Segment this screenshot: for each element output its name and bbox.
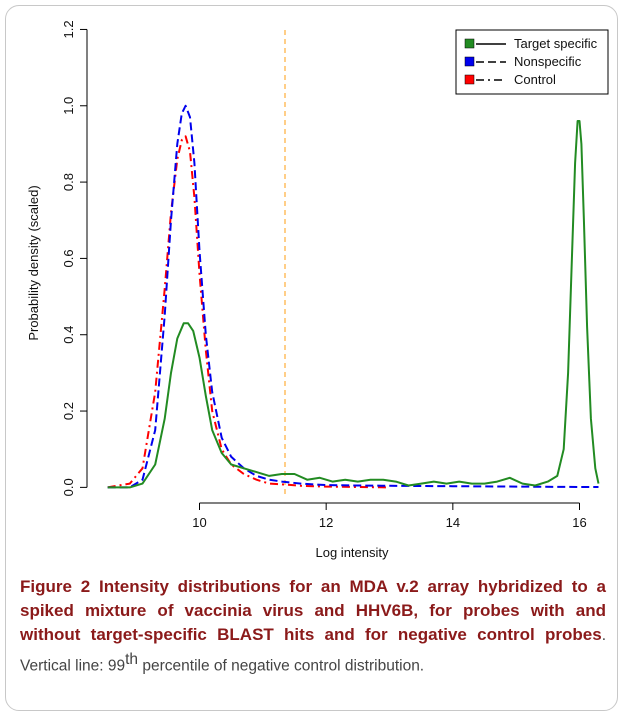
- x-tick-label: 16: [572, 515, 586, 530]
- series-line-control: [107, 135, 390, 489]
- series-line-nonspecific: [107, 104, 599, 489]
- y-axis-label: Probability density (scaled): [26, 185, 41, 340]
- y-tick-label: 1.0: [61, 97, 76, 115]
- x-axis-label: Log intensity: [316, 545, 389, 560]
- x-tick-label: 12: [319, 515, 333, 530]
- figure-note-before-sup: . Vertical line: 99: [20, 627, 606, 675]
- legend-swatch: [464, 56, 475, 67]
- density-chart: 10 12 14 16 0.0 0.2 0.4 0.6 0.8 1.0 1.2 Target spe…: [26, 20, 609, 560]
- y-tick-label: 0.0: [61, 478, 76, 496]
- figure-caption: Figure 2 Intensity distributions for an …: [20, 575, 606, 679]
- chart-series: [107, 104, 600, 489]
- x-tick-label: 14: [446, 515, 460, 530]
- legend-label: Nonspecific: [514, 54, 582, 69]
- figure-title: Intensity distributions for an MDA v.2 a…: [20, 577, 606, 644]
- y-tick-label: 1.2: [61, 20, 76, 38]
- legend-label: Target specific: [514, 36, 598, 51]
- legend-swatch: [464, 74, 475, 85]
- y-tick-label: 0.2: [61, 402, 76, 420]
- y-tick-label: 0.8: [61, 173, 76, 191]
- chart-legend: Target specific Nonspecific Control: [455, 29, 609, 95]
- chart-axes: 10 12 14 16 0.0 0.2 0.4 0.6 0.8 1.0 1.2: [61, 20, 587, 530]
- figure-frame: [5, 5, 618, 711]
- figure-note-sup: th: [125, 651, 139, 668]
- legend-label: Control: [514, 72, 556, 87]
- x-tick-label: 10: [192, 515, 206, 530]
- series-line-target-specific: [107, 120, 600, 489]
- figure-note-after-sup: percentile of negative control distribut…: [138, 657, 425, 675]
- y-tick-label: 0.4: [61, 326, 76, 344]
- figure-label: Figure 2: [20, 577, 91, 596]
- y-tick-label: 0.6: [61, 249, 76, 267]
- legend-swatch: [464, 38, 475, 49]
